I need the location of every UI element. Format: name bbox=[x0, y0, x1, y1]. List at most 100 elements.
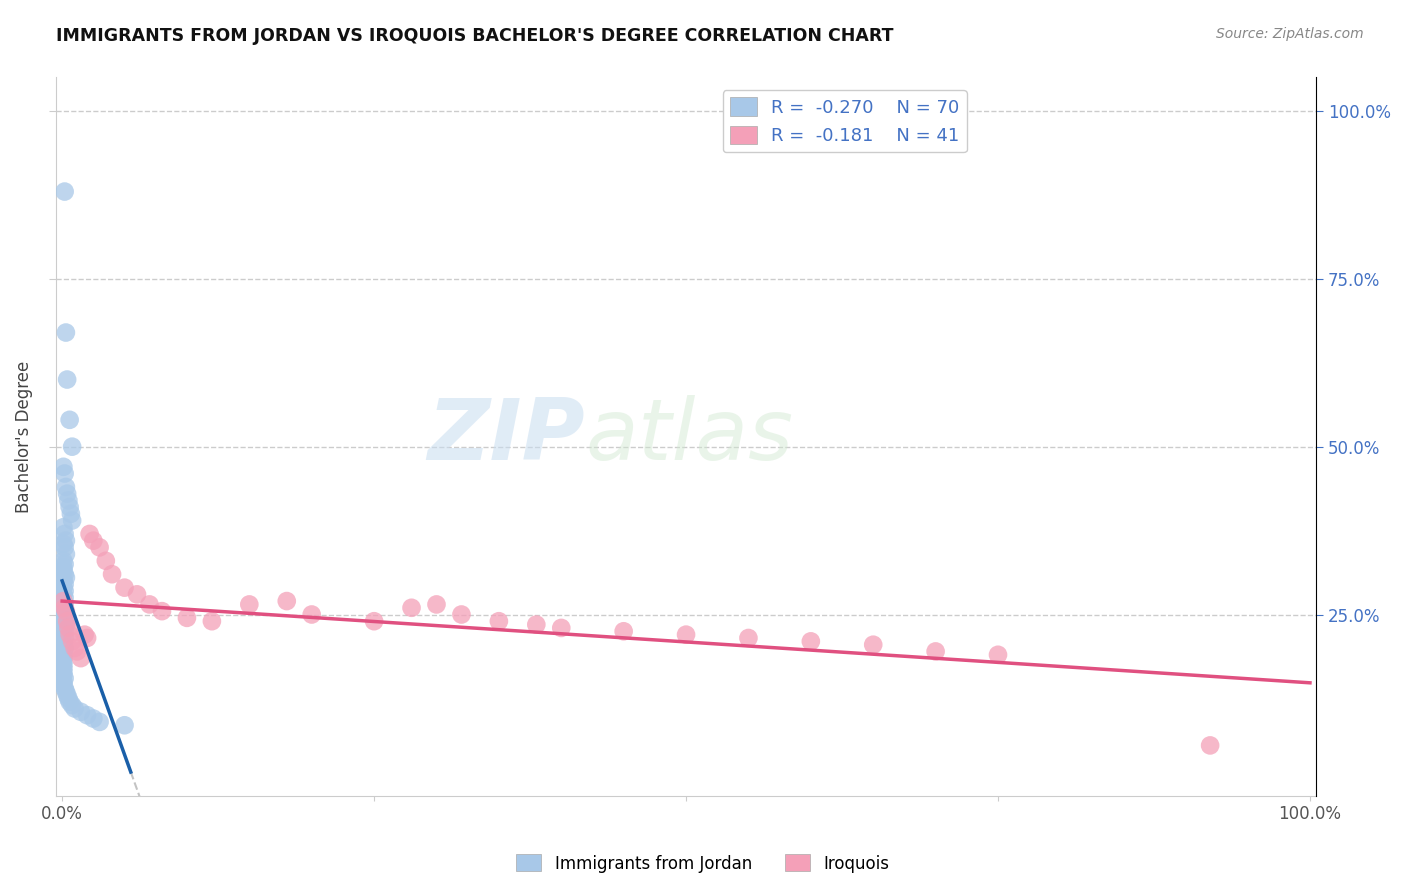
Point bbox=[53, 467, 76, 481]
Point bbox=[52, 638, 75, 652]
Y-axis label: Bachelor's Degree: Bachelor's Degree bbox=[15, 360, 32, 513]
Point bbox=[55, 571, 77, 585]
Point bbox=[862, 638, 884, 652]
Point bbox=[76, 631, 98, 645]
Point bbox=[52, 520, 75, 534]
Point bbox=[63, 701, 86, 715]
Point bbox=[101, 567, 124, 582]
Point bbox=[59, 500, 82, 514]
Point bbox=[52, 459, 75, 474]
Point bbox=[76, 708, 98, 723]
Point bbox=[114, 718, 136, 732]
Point bbox=[60, 634, 83, 648]
Point bbox=[53, 614, 76, 628]
Point bbox=[737, 631, 759, 645]
Point bbox=[55, 533, 77, 548]
Point bbox=[52, 604, 75, 618]
Point bbox=[53, 567, 76, 582]
Text: ZIP: ZIP bbox=[427, 395, 585, 478]
Point bbox=[201, 614, 224, 628]
Point bbox=[60, 440, 83, 454]
Point bbox=[56, 372, 79, 386]
Point bbox=[55, 547, 77, 561]
Point bbox=[53, 641, 76, 656]
Point bbox=[52, 564, 75, 578]
Point bbox=[150, 604, 173, 618]
Point bbox=[53, 591, 76, 605]
Point bbox=[58, 493, 80, 508]
Point bbox=[53, 671, 76, 685]
Point bbox=[401, 600, 423, 615]
Point bbox=[63, 641, 86, 656]
Point bbox=[52, 657, 75, 672]
Text: Source: ZipAtlas.com: Source: ZipAtlas.com bbox=[1216, 27, 1364, 41]
Point bbox=[70, 705, 93, 719]
Point bbox=[987, 648, 1010, 662]
Point bbox=[52, 651, 75, 665]
Point bbox=[53, 631, 76, 645]
Point bbox=[52, 661, 75, 675]
Point bbox=[52, 668, 75, 682]
Point bbox=[53, 598, 76, 612]
Legend: Immigrants from Jordan, Iroquois: Immigrants from Jordan, Iroquois bbox=[510, 847, 896, 880]
Point bbox=[59, 507, 82, 521]
Point bbox=[924, 644, 946, 658]
Point bbox=[53, 541, 76, 555]
Point bbox=[363, 614, 385, 628]
Point bbox=[238, 598, 260, 612]
Point bbox=[52, 655, 75, 669]
Point bbox=[52, 560, 75, 574]
Point bbox=[52, 594, 75, 608]
Point bbox=[82, 533, 104, 548]
Point bbox=[53, 681, 76, 696]
Point bbox=[58, 691, 80, 706]
Point bbox=[59, 413, 82, 427]
Point bbox=[301, 607, 323, 622]
Point bbox=[52, 537, 75, 551]
Point bbox=[52, 587, 75, 601]
Point bbox=[52, 634, 75, 648]
Point bbox=[89, 541, 111, 555]
Point bbox=[66, 644, 89, 658]
Text: IMMIGRANTS FROM JORDAN VS IROQUOIS BACHELOR'S DEGREE CORRELATION CHART: IMMIGRANTS FROM JORDAN VS IROQUOIS BACHE… bbox=[56, 27, 894, 45]
Point bbox=[52, 648, 75, 662]
Point bbox=[82, 712, 104, 726]
Text: atlas: atlas bbox=[585, 395, 793, 478]
Point bbox=[53, 607, 76, 622]
Point bbox=[52, 627, 75, 641]
Point bbox=[53, 584, 76, 599]
Point bbox=[52, 621, 75, 635]
Point bbox=[1199, 739, 1222, 753]
Point bbox=[56, 614, 79, 628]
Point bbox=[53, 624, 76, 639]
Point bbox=[425, 598, 447, 612]
Point bbox=[53, 557, 76, 571]
Point bbox=[70, 651, 93, 665]
Point bbox=[52, 678, 75, 692]
Point bbox=[53, 577, 76, 591]
Point bbox=[55, 326, 77, 340]
Point bbox=[60, 514, 83, 528]
Point bbox=[52, 594, 75, 608]
Point bbox=[55, 617, 77, 632]
Point bbox=[59, 627, 82, 641]
Point bbox=[138, 598, 160, 612]
Point bbox=[55, 480, 77, 494]
Point bbox=[52, 554, 75, 568]
Point bbox=[56, 688, 79, 702]
Point bbox=[53, 185, 76, 199]
Point bbox=[450, 607, 472, 622]
Point bbox=[675, 627, 697, 641]
Point bbox=[73, 627, 96, 641]
Point bbox=[52, 574, 75, 588]
Point bbox=[89, 714, 111, 729]
Point bbox=[52, 611, 75, 625]
Point bbox=[53, 527, 76, 541]
Point bbox=[125, 587, 148, 601]
Point bbox=[524, 617, 547, 632]
Point bbox=[52, 581, 75, 595]
Point bbox=[613, 624, 636, 639]
Point bbox=[53, 600, 76, 615]
Point bbox=[276, 594, 298, 608]
Legend: R =  -0.270    N = 70, R =  -0.181    N = 41: R = -0.270 N = 70, R = -0.181 N = 41 bbox=[723, 90, 967, 153]
